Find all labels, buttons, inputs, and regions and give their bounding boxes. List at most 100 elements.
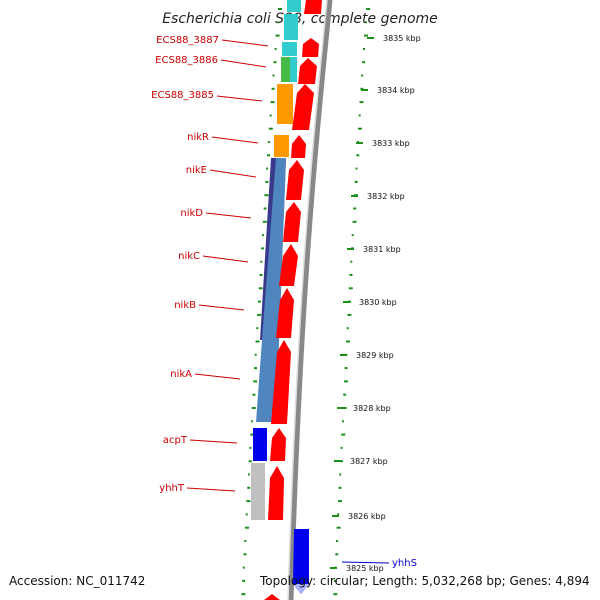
gc-dot-left [241, 593, 246, 596]
gc-dot-right [342, 407, 347, 409]
gene-label-yhhs[interactable]: yhhS [392, 558, 417, 569]
gene-arrow-yhhs-shadow [293, 584, 309, 594]
gc-dot-left [264, 194, 269, 197]
gc-dot-right [349, 274, 353, 276]
scale-tick-label: 3830 kbp [359, 298, 397, 307]
gene-label-nikb[interactable]: nikB [174, 300, 196, 311]
gc-dot-left [276, 21, 279, 24]
gc-dot-left [271, 87, 275, 90]
gc-dot-left [263, 207, 267, 210]
map-title: Escherichia coli S88, complete genome [162, 11, 438, 27]
gc-dot-left [266, 167, 269, 170]
gc-dot-left [278, 8, 282, 10]
gc-dot-right [354, 180, 358, 183]
gc-dot-left [272, 74, 275, 77]
gc-dot-left [262, 220, 267, 223]
gc-dot-left [253, 380, 258, 383]
scale-tick-label: 3828 kbp [353, 404, 391, 413]
gene-label-leader [205, 212, 252, 219]
gene-arrow-nike [286, 160, 304, 200]
gene-label-ecs88-3885[interactable]: ECS88_3885 [151, 90, 214, 101]
gene-label-acpt[interactable]: acpT [163, 435, 188, 446]
gene-label-nikc[interactable]: nikC [178, 251, 200, 262]
gc-dot-left [267, 154, 270, 157]
scale-tick-label: 3826 kbp [348, 512, 386, 521]
gene-arrow-nikb [276, 288, 294, 338]
gene-arrow-nikr [291, 135, 306, 158]
cog-block-gray [251, 463, 265, 520]
gene-label-leader [216, 95, 263, 102]
gc-dot-left [270, 101, 275, 104]
cog-block-orange [274, 135, 289, 157]
scale-tick-label: 3835 kbp [383, 34, 421, 43]
genome-backbone [288, 0, 333, 600]
gc-dot-left [250, 420, 253, 423]
gene-label-leader [220, 59, 267, 68]
cog-block-cyan [282, 42, 297, 56]
gc-dot-left [256, 327, 259, 330]
gene-arrow-bottom [264, 594, 280, 600]
gc-dot-left [242, 566, 245, 569]
gc-dot-right [344, 367, 348, 370]
gc-dot-right [337, 500, 342, 503]
gene-label-leader [221, 39, 269, 47]
gene-labels: ECS88_3887 ECS88_3886 ECS88_3885 nikR nikE ni… [151, 35, 417, 569]
gc-dot-right [337, 513, 340, 516]
gc-dot-left [254, 367, 257, 370]
gc-dot-left [267, 141, 270, 143]
cog-block-cyan-small [290, 57, 297, 82]
gc-dot-right [353, 207, 357, 210]
gc-dot-right [363, 47, 365, 50]
gene-arrow-acpt [270, 428, 286, 461]
gene-label-leader [189, 439, 238, 444]
gc-dot-right [362, 61, 366, 64]
gc-dot-right [355, 167, 358, 170]
gc-dot-left [268, 127, 273, 130]
gc-dot-left [257, 313, 262, 316]
gene-label-nikr[interactable]: nikR [187, 132, 209, 143]
gc-dot-right [346, 340, 350, 343]
gene-label-ecs88-3887[interactable]: ECS88_3887 [156, 35, 219, 46]
cog-block-green [281, 57, 290, 82]
gene-label-nikd[interactable]: nikD [180, 208, 203, 219]
gene-label-nike[interactable]: nikE [186, 165, 207, 176]
gene-arrow-ecs88-3887 [302, 38, 319, 57]
gc-dot-left [275, 34, 280, 37]
scale-tick-label: 3833 kbp [372, 139, 410, 148]
gc-dot-left [258, 287, 263, 290]
gc-dot-right [340, 446, 343, 449]
gene-label-leader [341, 561, 390, 564]
scale-tick-label: 3831 kbp [363, 245, 401, 254]
accession-text: Accession: NC_011742 [9, 574, 146, 588]
gc-dot-left [260, 260, 263, 263]
gc-dot-left [245, 513, 248, 516]
scale-ticks: 3835 kbp 3834 kbp 3833 kbp 3832 kbp 3831 kbp… [330, 34, 421, 573]
gc-content-track-left [241, 8, 282, 596]
gc-dot-right [352, 220, 357, 223]
gene-label-nika[interactable]: nikA [170, 369, 192, 380]
gene-arrow-ecs88-3885 [292, 84, 314, 130]
gene-label-leader [211, 136, 259, 144]
gc-dot-right [334, 579, 337, 582]
gene-label-leader [198, 304, 245, 311]
gc-dot-right [343, 380, 348, 383]
gc-dot-right [339, 473, 342, 476]
gc-dot-right [339, 460, 343, 463]
gc-dot-right [356, 154, 360, 157]
gene-label-ecs88-3886[interactable]: ECS88_3886 [155, 55, 218, 66]
cog-block-cyan [287, 0, 301, 12]
gene-label-yhht[interactable]: yhhT [159, 483, 185, 494]
gc-dot-left [259, 274, 263, 276]
gc-dot-right [364, 34, 368, 37]
scale-tick-label: 3834 kbp [377, 86, 415, 95]
gene-arrow-nikc [279, 244, 298, 286]
gc-dot-left [244, 540, 247, 542]
gene-label-leader [202, 255, 249, 263]
gc-dot-right [357, 127, 362, 130]
gene-arrow-yhht [268, 466, 284, 520]
topology-text: Topology: circular; Length: 5,032,268 bp… [260, 574, 590, 588]
gc-dot-right [346, 327, 349, 330]
cog-color-track [251, 0, 301, 520]
gene-arrow-nika [271, 340, 291, 424]
